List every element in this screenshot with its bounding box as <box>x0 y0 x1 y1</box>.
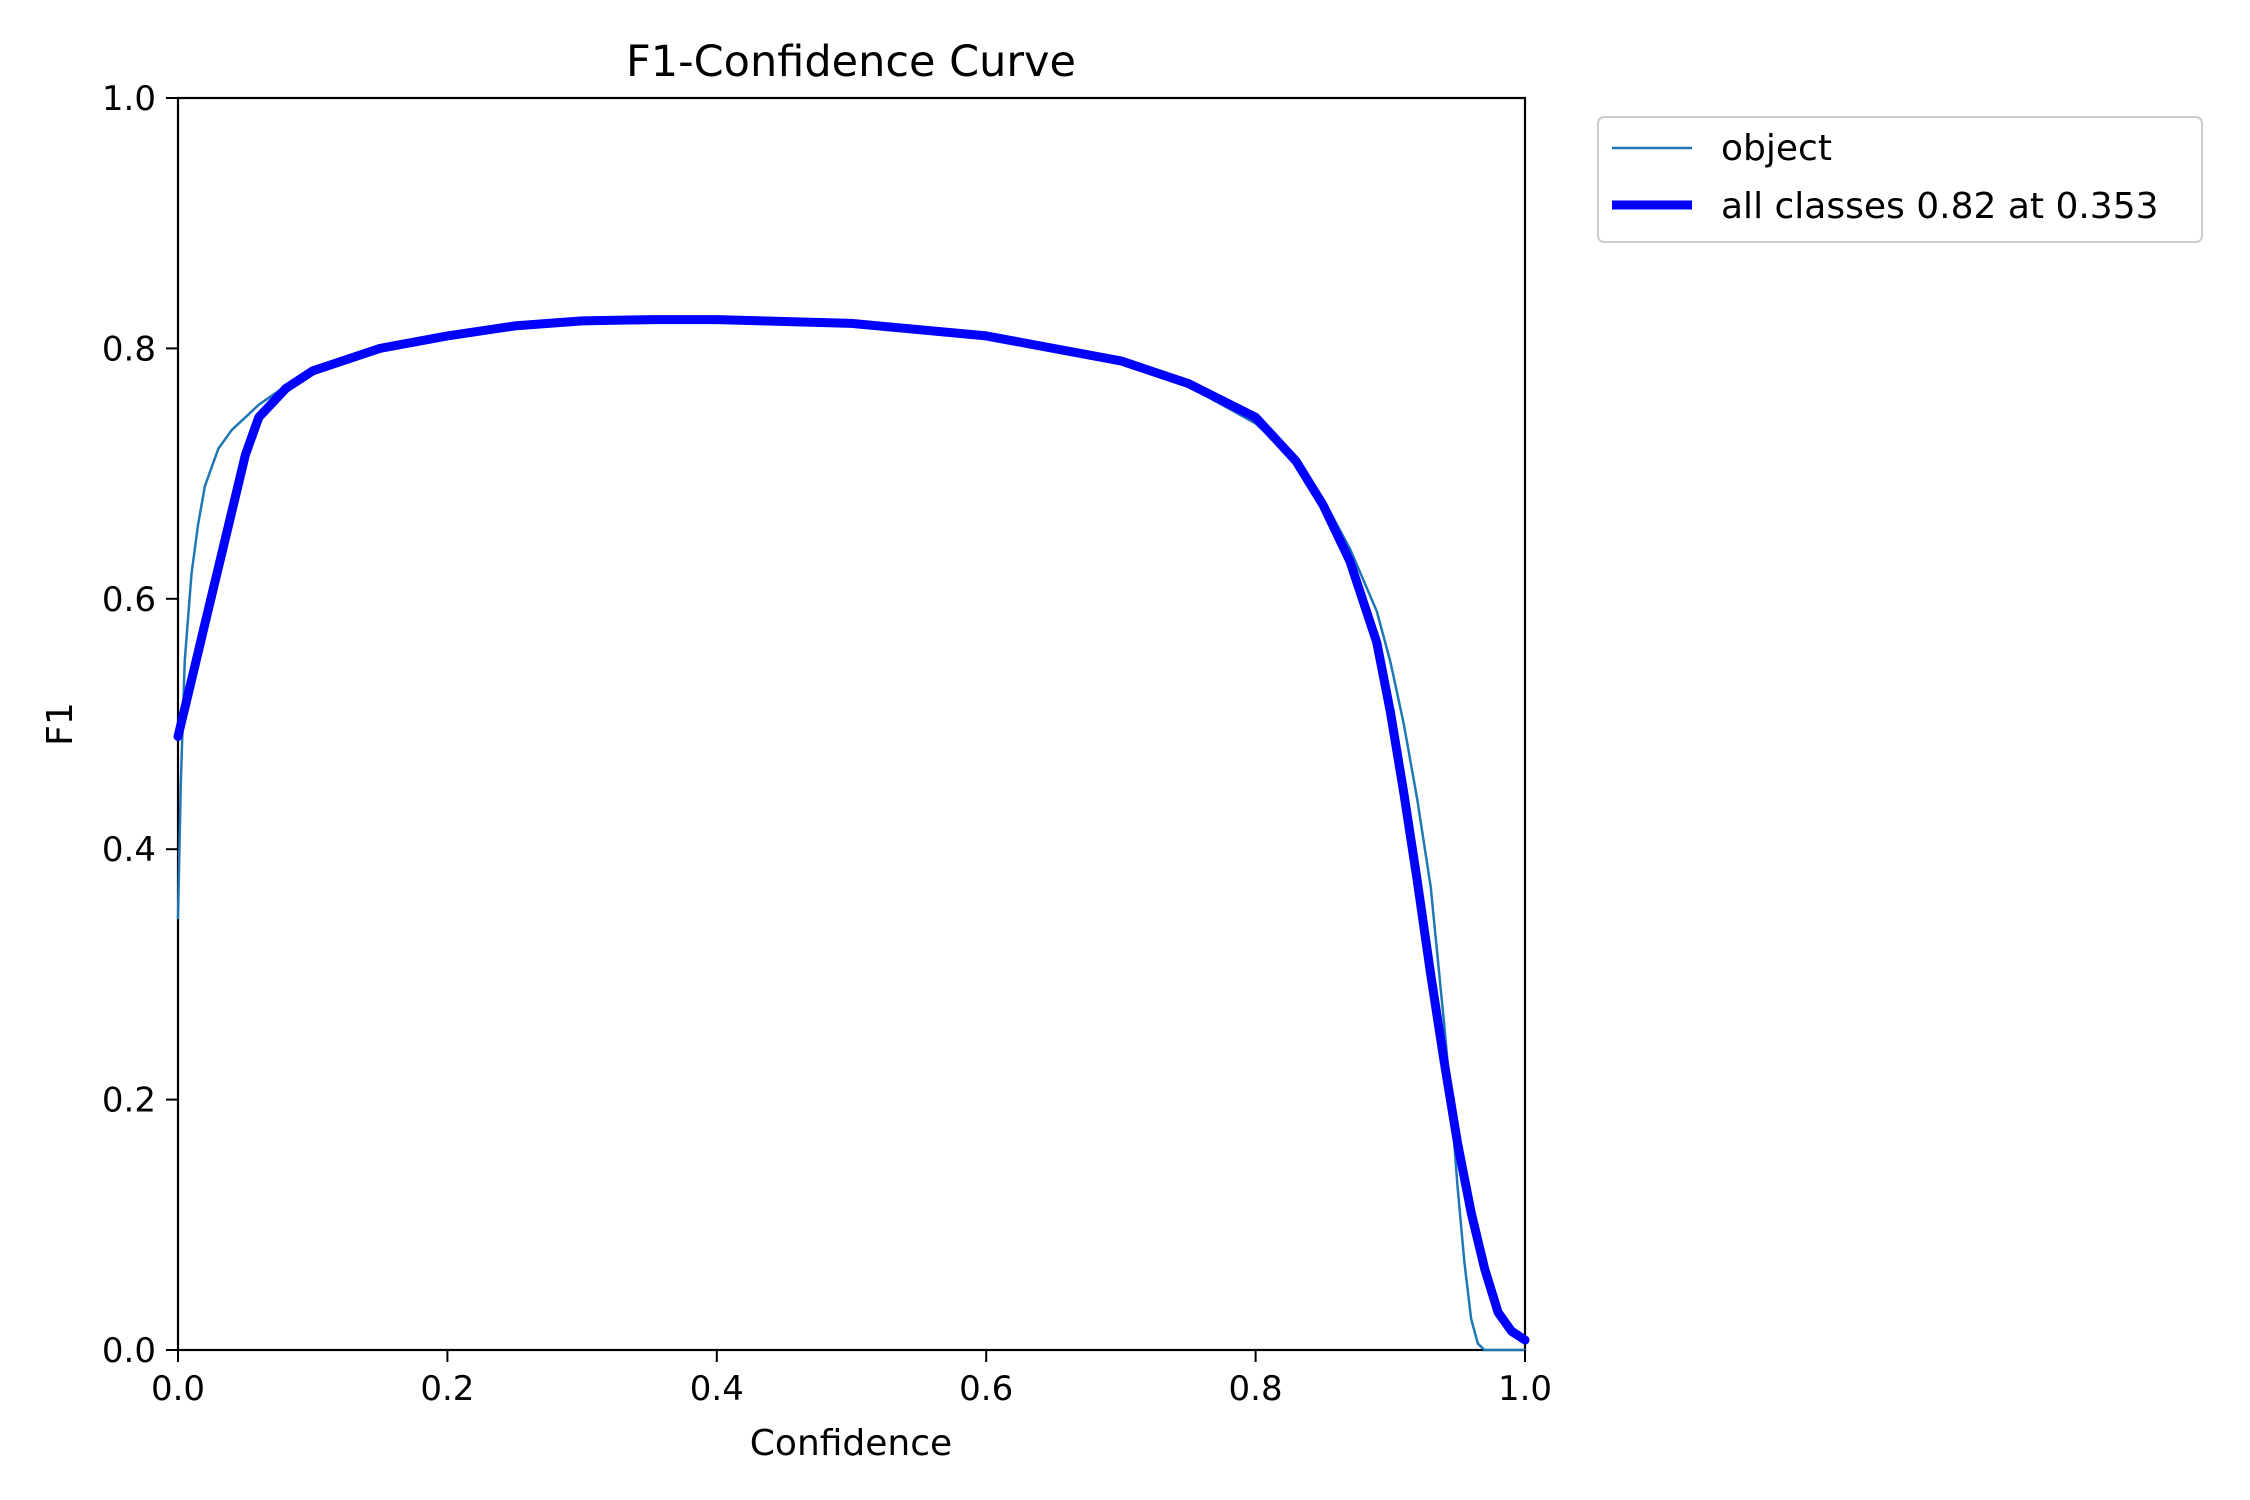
x-tick-label: 0.2 <box>420 1369 474 1409</box>
y-tick-label: 1.0 <box>102 79 156 119</box>
x-tick-label: 0.6 <box>959 1369 1013 1409</box>
y-tick-label: 0.8 <box>102 329 156 369</box>
x-axis-label: Confidence <box>750 1423 952 1464</box>
chart-title: F1-Confidence Curve <box>626 37 1076 87</box>
axis-ticks: 0.0 0.2 0.4 0.6 0.8 1.0 0.0 0.2 0.4 0.6 0.8 1.0 <box>102 79 1552 1409</box>
x-tick-label: 0.0 <box>151 1369 205 1409</box>
y-tick-label: 0.4 <box>102 830 156 870</box>
x-tick-label: 1.0 <box>1498 1369 1552 1409</box>
y-tick-label: 0.6 <box>102 580 156 620</box>
legend-entry-object: object <box>1721 128 1832 169</box>
legend-frame <box>1597 116 2203 243</box>
y-tick-label: 0.2 <box>102 1081 156 1121</box>
series-line-object <box>176 318 1527 1352</box>
legend: object all classes 0.82 at 0.353 <box>1597 116 2203 243</box>
x-tick-label: 0.4 <box>690 1369 744 1409</box>
x-tick-label: 0.8 <box>1229 1369 1283 1409</box>
y-axis-label: F1 <box>40 702 81 746</box>
plot-area-frame <box>176 96 1527 1352</box>
legend-entry-all-classes: all classes 0.82 at 0.353 <box>1721 186 2159 227</box>
series-layer <box>173 315 1530 1352</box>
series-line-all-classes <box>173 315 1530 1345</box>
y-tick-label: 0.0 <box>102 1331 156 1371</box>
